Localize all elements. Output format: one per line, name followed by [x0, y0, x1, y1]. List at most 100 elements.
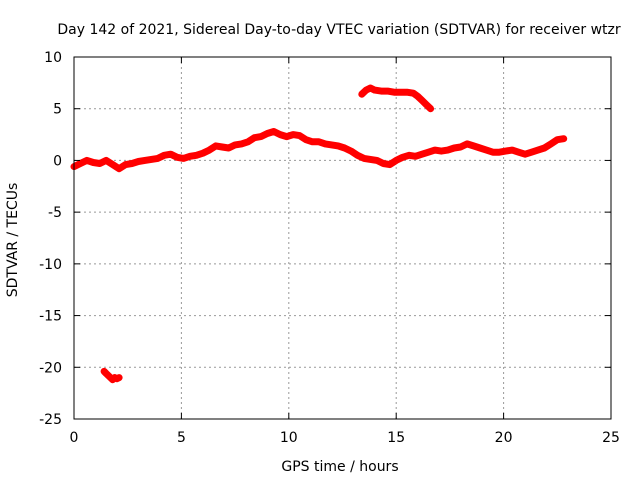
data-point: [297, 133, 303, 139]
y-tick-label: -15: [39, 309, 62, 325]
data-point: [428, 106, 434, 112]
data-point: [342, 145, 348, 151]
data-point: [161, 152, 167, 158]
data-point: [359, 91, 365, 97]
data-point: [490, 149, 496, 155]
data-point: [232, 142, 238, 148]
data-point: [451, 145, 457, 151]
data-point: [90, 159, 96, 165]
data-point: [529, 149, 535, 155]
data-point: [374, 157, 380, 163]
data-point: [509, 147, 515, 153]
data-point: [264, 131, 270, 137]
data-point: [387, 162, 393, 168]
grid: [74, 57, 611, 419]
x-tick-label: 25: [602, 430, 620, 446]
data-point: [348, 148, 354, 154]
x-tick-label: 15: [387, 430, 405, 446]
data-point: [432, 147, 438, 153]
y-tick-label: -20: [39, 360, 62, 376]
data-point: [284, 134, 290, 140]
data-point: [419, 97, 425, 103]
data-point: [290, 132, 296, 138]
data-point: [471, 143, 477, 149]
data-point: [535, 147, 541, 153]
data-point: [335, 143, 341, 149]
data-point: [496, 149, 502, 155]
data-point: [251, 135, 257, 141]
data-point: [309, 139, 315, 145]
data-point: [116, 375, 122, 381]
data-point: [174, 154, 180, 160]
data-point: [277, 132, 283, 138]
data-point: [391, 89, 397, 95]
data-point: [155, 155, 161, 161]
data-point: [423, 102, 429, 108]
data-point: [110, 162, 116, 168]
data-point: [561, 136, 567, 142]
data-point: [548, 141, 554, 147]
data-point: [142, 157, 148, 163]
data-point: [483, 147, 489, 153]
data-point: [258, 134, 264, 140]
data-point: [219, 144, 225, 150]
data-point: [419, 151, 425, 157]
data-point: [464, 141, 470, 147]
data-point: [385, 88, 391, 94]
data-point: [438, 148, 444, 154]
data-point: [226, 145, 232, 151]
x-tick-label: 0: [70, 430, 79, 446]
plot-frame: [73, 56, 612, 420]
data-point: [77, 161, 83, 167]
data-point: [410, 90, 416, 96]
chart-title: Day 142 of 2021, Sidereal Day-to-day VTE…: [57, 22, 621, 38]
data-point: [135, 158, 141, 164]
x-tick-label: 5: [177, 430, 186, 446]
y-tick-label: -25: [39, 412, 62, 428]
data-point: [406, 152, 412, 158]
data-point: [445, 147, 451, 153]
data-point: [213, 143, 219, 149]
data-point: [397, 89, 403, 95]
data-point: [367, 85, 373, 91]
data-point: [516, 149, 522, 155]
y-tick-label: 5: [53, 102, 62, 118]
data-point: [458, 144, 464, 150]
data-point: [200, 150, 206, 156]
data-point: [361, 155, 367, 161]
data-point: [522, 151, 528, 157]
data-point: [378, 88, 384, 94]
data-point: [245, 139, 251, 145]
data-point: [477, 145, 483, 151]
data-point: [97, 161, 103, 167]
data-point: [271, 128, 277, 134]
x-axis-title: GPS time / hours: [281, 459, 398, 475]
x-tick-label: 20: [495, 430, 513, 446]
data-point: [380, 161, 386, 167]
data-point: [503, 148, 509, 154]
data-point: [181, 155, 187, 161]
data-point: [367, 156, 373, 162]
data-point: [400, 154, 406, 160]
data-point: [554, 137, 560, 143]
data-point: [193, 152, 199, 158]
data-point: [316, 139, 322, 145]
data-point: [129, 161, 135, 167]
data-point: [168, 151, 174, 157]
data-points: [70, 84, 568, 384]
data-point: [84, 157, 90, 163]
y-tick-label: 0: [53, 153, 62, 169]
data-point: [239, 141, 245, 147]
y-tick-label: -10: [39, 257, 62, 273]
x-tick-label: 10: [280, 430, 298, 446]
data-point: [413, 153, 419, 159]
data-point: [541, 145, 547, 151]
data-point: [148, 156, 154, 162]
data-point: [329, 142, 335, 148]
data-point: [425, 149, 431, 155]
axis-ticks: 0 5 10 15 20 25 -25 -20 -15 -10 -5 0 5 10: [39, 50, 620, 446]
data-point: [103, 157, 109, 163]
y-tick-label: -5: [48, 205, 62, 221]
